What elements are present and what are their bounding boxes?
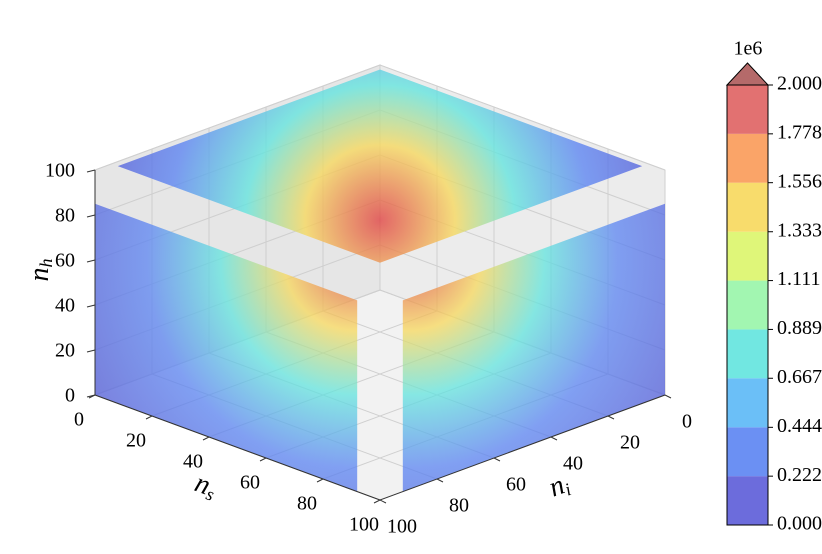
colorbar-tick-label: 1.556 (777, 170, 822, 192)
tick-mark (86, 394, 96, 398)
surfaces (95, 69, 665, 492)
colorbar-band (727, 427, 768, 477)
x-tick-label: 60 (240, 472, 260, 494)
x-tick-label: 20 (126, 430, 146, 452)
z-axis-label: nh (24, 259, 56, 282)
colorbar-tick-label: 0.222 (777, 464, 822, 486)
tick-mark (86, 214, 96, 218)
colorbar-label: 1e6 (734, 38, 763, 60)
y-tick-label: 80 (449, 495, 469, 517)
x-axis-label: ns (190, 468, 221, 505)
z-tick-label: 60 (55, 250, 75, 272)
y-tick-label: 0 (682, 411, 692, 433)
colorbar-band (727, 476, 768, 525)
x-tick-label: 40 (183, 451, 203, 473)
x-tick-label: 100 (349, 514, 379, 536)
tick-mark (316, 478, 324, 483)
colorbar-tick-label: 1.778 (777, 121, 822, 143)
grid-line (379, 64, 666, 171)
colorbar-tick-label: 0.667 (777, 366, 822, 388)
axes: 0 20 40 60 80 100 0 20 40 60 80 100 0 20 40 60 80 100 (45, 160, 692, 538)
x-tick-label: 0 (74, 409, 84, 431)
surface (95, 203, 358, 492)
z-tick-label: 40 (55, 295, 75, 317)
tick-mark (86, 169, 96, 173)
grid-line (94, 64, 381, 171)
z-tick-label: 80 (55, 205, 75, 227)
axis-line (94, 394, 381, 501)
colorbar-band (727, 231, 768, 281)
tick-mark (373, 499, 381, 504)
colorbar-band (727, 85, 768, 134)
z-tick-label: 0 (65, 385, 75, 407)
colorbar-band (727, 280, 768, 330)
tick-mark (86, 259, 96, 263)
colorbar-tick-label: 1.333 (777, 219, 822, 241)
tick-mark (607, 415, 615, 420)
y-tick-label: 100 (387, 516, 417, 538)
tick-mark (664, 394, 672, 399)
colorbar: 0.000 0.222 0.444 0.667 0.889 1.111 1.333 1.556… (725, 62, 822, 535)
colorbar-tick-label: 1.111 (777, 268, 821, 290)
y-tick-label: 20 (620, 432, 640, 454)
x-tick-label: 80 (297, 493, 317, 515)
tick-mark (379, 499, 387, 504)
tick-mark (259, 457, 267, 462)
colorbar-tick-label: 0.000 (777, 513, 822, 535)
colorbar-extend (725, 62, 770, 86)
y-tick-label: 60 (506, 474, 526, 496)
colorbar-tick-label: 2.000 (777, 73, 822, 95)
tick-mark (436, 478, 444, 483)
z-tick-label: 20 (55, 340, 75, 362)
tick-mark (86, 304, 96, 308)
surface (402, 203, 665, 492)
tick-mark (493, 457, 501, 462)
colorbar-tick-label: 0.889 (777, 317, 822, 339)
tick-mark (550, 436, 558, 441)
colorbar-frame (726, 84, 769, 526)
colorbar-band (727, 182, 768, 232)
colorbar-band (727, 329, 768, 379)
tick-mark (145, 415, 153, 420)
colorbar-tick-label: 0.444 (777, 415, 822, 437)
tick-mark (86, 349, 96, 353)
colorbar-band (727, 378, 768, 428)
z-tick-label: 100 (45, 160, 75, 182)
surface (117, 69, 643, 263)
tick-mark (202, 436, 210, 441)
colorbar-band (727, 133, 768, 183)
y-tick-label: 40 (563, 453, 583, 475)
axis-line (379, 394, 666, 501)
